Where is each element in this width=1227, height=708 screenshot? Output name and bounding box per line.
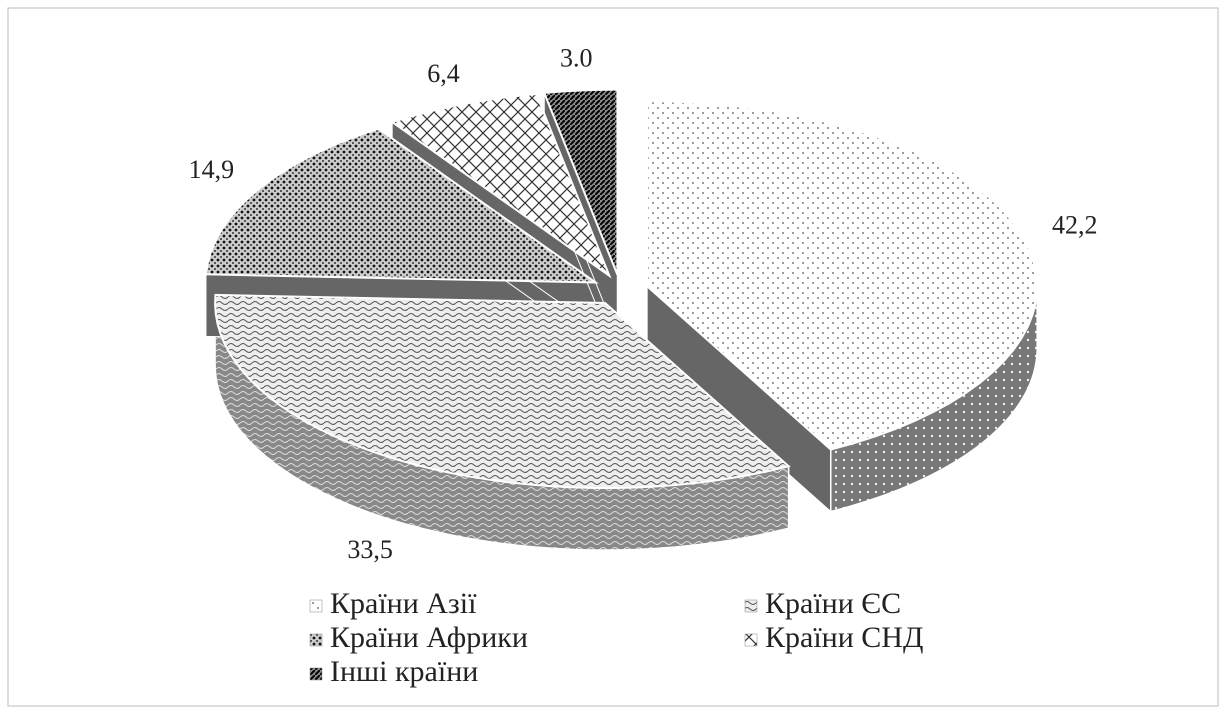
data-label: 14,9 (189, 155, 235, 184)
slice (204, 127, 599, 284)
legend-label: Країни Азії (330, 587, 477, 620)
slice (389, 92, 612, 279)
legend-label: Країни ЄС (765, 587, 901, 620)
legend-swatch (309, 599, 323, 613)
slice (542, 88, 619, 276)
data-label: 3.0 (560, 43, 593, 72)
legend-label: Країни Африки (330, 621, 528, 654)
data-label: 6,4 (427, 59, 460, 88)
legend-label: Інші країни (330, 655, 478, 688)
slice (646, 100, 1039, 451)
slice (214, 293, 791, 490)
legend-swatch (744, 599, 758, 613)
legend-swatch (309, 633, 323, 647)
legend-label: Країни СНД (765, 621, 923, 654)
data-label: 33,5 (347, 535, 393, 564)
data-label: 42,2 (1052, 211, 1098, 240)
legend-swatch (744, 633, 758, 647)
legend-swatch (309, 667, 323, 681)
